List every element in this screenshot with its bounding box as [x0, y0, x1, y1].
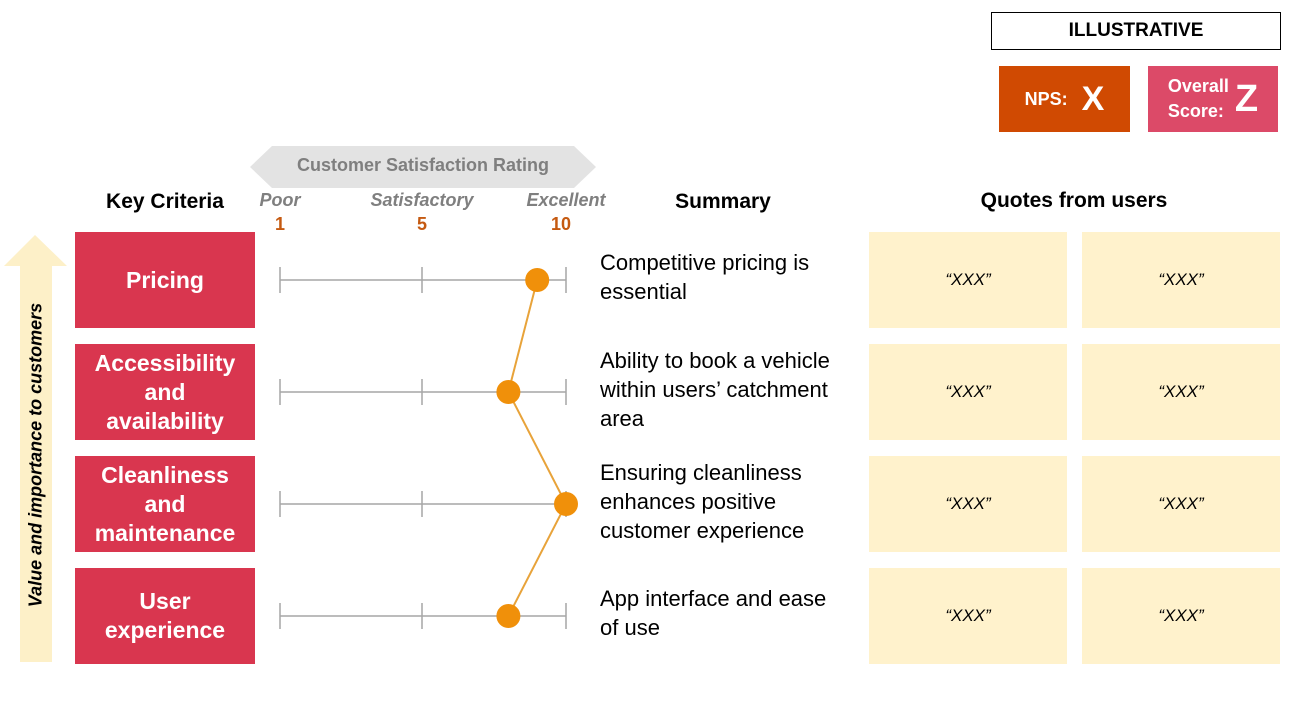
overall-label: Overall Score:: [1168, 74, 1229, 124]
quote: “XXX”: [1082, 456, 1280, 552]
summary: Ability to book a vehicle within users’ …: [600, 347, 830, 431]
quote: “XXX”: [1082, 232, 1280, 328]
badge: ILLUSTRATIVE: [991, 12, 1281, 50]
scale-anchor-label: Poor: [259, 190, 301, 210]
criterion: Pricing: [75, 232, 255, 328]
summary-header: Summary: [675, 190, 771, 213]
rating-dot: [496, 604, 521, 628]
side-label: Value and importance to customers: [25, 302, 46, 608]
quotes-header: Quotes from users: [980, 189, 1168, 212]
nps-label: NPS:: [1024, 88, 1068, 109]
scale-anchor-value: 1: [274, 214, 285, 234]
quote: “XXX”: [869, 232, 1067, 328]
criterion: User experience: [75, 568, 255, 664]
scale-anchor-label: Excellent: [526, 190, 606, 210]
rating-dot: [525, 268, 550, 292]
criteria-header: Key Criteria: [106, 190, 224, 213]
criterion: Accessibility and availability: [75, 344, 255, 440]
nps-box: NPS: X: [999, 66, 1130, 132]
quote: “XXX”: [1082, 568, 1280, 664]
overall-box: Overall Score: Z: [1148, 66, 1278, 132]
overall-label-line: Score:: [1167, 101, 1224, 121]
rating-dot: [554, 492, 578, 516]
quote: “XXX”: [869, 344, 1067, 440]
overall-label-line: Overall: [1167, 76, 1229, 96]
scale-anchor-label: Satisfactory: [370, 190, 474, 210]
overall-value: Z: [1234, 77, 1259, 120]
summary: Ensuring cleanliness enhances positive c…: [600, 459, 805, 543]
scale-anchor-value: 10: [550, 214, 572, 234]
criterion: Cleanliness and maintenance: [75, 456, 255, 552]
rating-dot: [496, 380, 521, 404]
scale-arrow: [250, 146, 596, 188]
scale-title: Customer Satisfaction Rating: [296, 155, 550, 175]
nps-value: X: [1081, 79, 1105, 118]
summary: App interface and ease of use: [600, 586, 827, 640]
quote: “XXX”: [1082, 344, 1280, 440]
side-arrow: [4, 235, 67, 662]
summary: Competitive pricing is essential: [600, 250, 810, 304]
quote: “XXX”: [869, 456, 1067, 552]
scale-anchor-value: 5: [416, 214, 427, 234]
quote: “XXX”: [869, 568, 1067, 664]
rating-line: [507, 279, 568, 617]
